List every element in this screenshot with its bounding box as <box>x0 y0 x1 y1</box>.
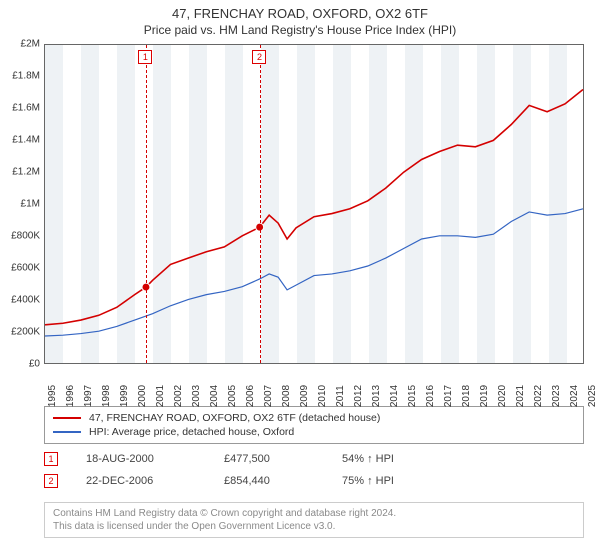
x-tick-label: 2000 <box>137 385 148 407</box>
x-tick-label: 2018 <box>461 385 472 407</box>
event-list: 1 18-AUG-2000 £477,500 54% ↑ HPI 2 22-DEC-200… <box>44 448 394 492</box>
x-tick-label: 1998 <box>101 385 112 407</box>
x-tick-label: 2009 <box>299 385 310 407</box>
x-tick-label: 2011 <box>335 385 346 407</box>
x-tick-label: 2014 <box>389 385 400 407</box>
event-date: 18-AUG-2000 <box>86 453 196 465</box>
x-tick-label: 1995 <box>47 385 58 407</box>
legend-item: 47, FRENCHAY ROAD, OXFORD, OX2 6TF (deta… <box>53 411 575 425</box>
x-tick-label: 2017 <box>443 385 454 407</box>
event-number-box: 1 <box>44 452 58 466</box>
event-date: 22-DEC-2006 <box>86 475 196 487</box>
legend-item: HPI: Average price, detached house, Oxfo… <box>53 425 575 439</box>
chart-svg <box>45 45 583 363</box>
x-tick-label: 2021 <box>515 385 526 407</box>
chart-legend: 47, FRENCHAY ROAD, OXFORD, OX2 6TF (deta… <box>44 406 584 444</box>
chart-title: 47, FRENCHAY ROAD, OXFORD, OX2 6TF <box>0 0 600 21</box>
footnote-line-2: This data is licensed under the Open Gov… <box>53 520 575 533</box>
y-tick-label: £1.8M <box>4 71 40 82</box>
x-tick-label: 1997 <box>83 385 94 407</box>
y-tick-label: £400K <box>4 295 40 306</box>
x-tick-label: 2020 <box>497 385 508 407</box>
x-tick-label: 2003 <box>191 385 202 407</box>
y-tick-label: £1M <box>4 199 40 210</box>
y-tick-label: £600K <box>4 263 40 274</box>
y-tick-label: £1.6M <box>4 103 40 114</box>
event-vline <box>260 45 261 363</box>
y-tick-label: £1.4M <box>4 135 40 146</box>
event-vline <box>146 45 147 363</box>
event-marker-label: 2 <box>252 50 266 64</box>
event-price: £854,440 <box>224 475 314 487</box>
y-tick-label: £0 <box>4 359 40 370</box>
x-tick-label: 2024 <box>569 385 580 407</box>
chart-plot-area <box>44 44 584 364</box>
x-tick-label: 2019 <box>479 385 490 407</box>
x-tick-label: 2012 <box>353 385 364 407</box>
footnote: Contains HM Land Registry data © Crown c… <box>44 502 584 538</box>
x-tick-label: 1999 <box>119 385 130 407</box>
series-line <box>45 90 583 325</box>
legend-swatch <box>53 417 81 419</box>
x-tick-label: 2013 <box>371 385 382 407</box>
x-tick-label: 2023 <box>551 385 562 407</box>
x-tick-label: 2010 <box>317 385 328 407</box>
footnote-line-1: Contains HM Land Registry data © Crown c… <box>53 507 575 520</box>
x-tick-label: 2006 <box>245 385 256 407</box>
x-tick-label: 2016 <box>425 385 436 407</box>
x-tick-label: 1996 <box>65 385 76 407</box>
event-row: 1 18-AUG-2000 £477,500 54% ↑ HPI <box>44 448 394 470</box>
y-tick-label: £2M <box>4 39 40 50</box>
event-number-box: 2 <box>44 474 58 488</box>
x-tick-label: 2005 <box>227 385 238 407</box>
x-tick-label: 2007 <box>263 385 274 407</box>
event-pct: 54% ↑ HPI <box>342 453 394 465</box>
legend-label: 47, FRENCHAY ROAD, OXFORD, OX2 6TF (deta… <box>89 412 380 424</box>
x-tick-label: 2022 <box>533 385 544 407</box>
series-line <box>45 209 583 336</box>
x-tick-label: 2004 <box>209 385 220 407</box>
event-pct: 75% ↑ HPI <box>342 475 394 487</box>
x-tick-label: 2015 <box>407 385 418 407</box>
event-marker-label: 1 <box>138 50 152 64</box>
y-tick-label: £800K <box>4 231 40 242</box>
legend-label: HPI: Average price, detached house, Oxfo… <box>89 426 294 438</box>
x-tick-label: 2001 <box>155 385 166 407</box>
x-tick-label: 2002 <box>173 385 184 407</box>
chart-subtitle: Price paid vs. HM Land Registry's House … <box>0 21 600 41</box>
y-tick-label: £1.2M <box>4 167 40 178</box>
x-tick-label: 2025 <box>587 385 598 407</box>
legend-swatch <box>53 431 81 433</box>
y-tick-label: £200K <box>4 327 40 338</box>
event-price: £477,500 <box>224 453 314 465</box>
x-tick-label: 2008 <box>281 385 292 407</box>
event-row: 2 22-DEC-2006 £854,440 75% ↑ HPI <box>44 470 394 492</box>
